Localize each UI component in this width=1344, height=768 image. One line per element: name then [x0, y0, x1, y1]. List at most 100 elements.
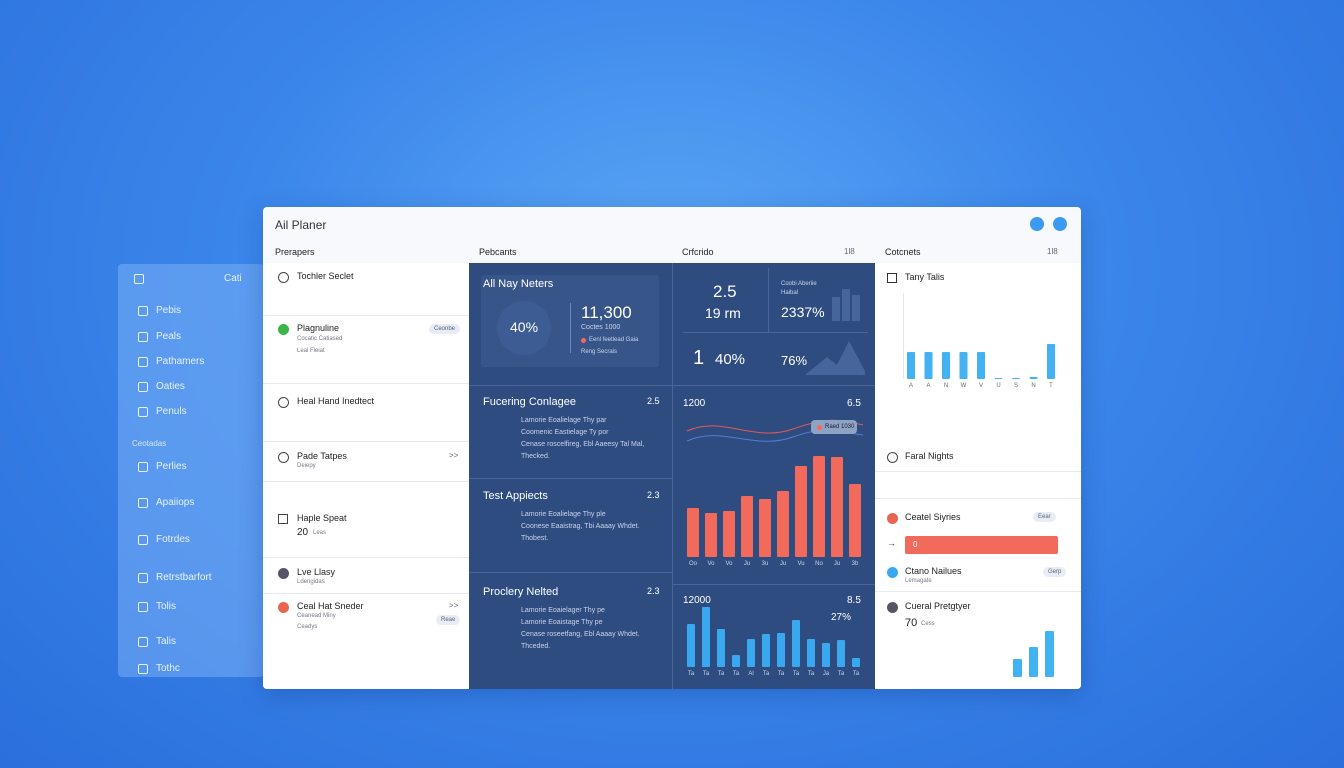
item-unit: Cess: [921, 621, 935, 627]
bar: [1012, 378, 1020, 379]
card-line: Lamorie Eoaielager Thy pe: [521, 607, 605, 614]
sidebar-item[interactable]: Apaiiops: [156, 497, 195, 508]
avatar: [887, 602, 898, 613]
bar-label: Ta: [688, 671, 695, 677]
bar: [762, 634, 770, 667]
item-title[interactable]: Cueral Pretgtyer: [905, 601, 971, 611]
item-title[interactable]: Faral Nights: [905, 451, 954, 461]
icon: [887, 567, 898, 578]
badge[interactable]: Gerp: [1043, 567, 1067, 577]
header-text[interactable]: Pebcants: [479, 247, 517, 257]
bar-label: V: [979, 383, 983, 389]
header-text[interactable]: Crfcrido: [682, 247, 714, 257]
bar-label: T: [1049, 383, 1053, 389]
sidebar-item[interactable]: Oaties: [156, 381, 185, 392]
card-title[interactable]: Test Appiects: [483, 490, 548, 502]
card-score: 2.5: [647, 396, 660, 406]
bar: [795, 466, 807, 557]
badge[interactable]: Ceonbe: [429, 324, 461, 334]
stat: 2.5: [713, 282, 737, 301]
sidebar-item[interactable]: Pathamers: [156, 356, 205, 367]
card-title[interactable]: Proclery Nelted: [483, 586, 559, 598]
ring: [497, 301, 551, 355]
bar: [959, 352, 968, 379]
icon: [278, 514, 288, 524]
item-title[interactable]: Pade Tatpes: [297, 451, 347, 461]
bar-label: W: [961, 383, 967, 389]
header-count[interactable]: 1l8: [1047, 247, 1058, 256]
window-title: Ail Planer: [275, 218, 327, 232]
sidebar-item[interactable]: Tolis: [156, 601, 177, 612]
chart-title: 12000: [683, 595, 711, 606]
bar-label: N: [944, 383, 948, 389]
icon: [138, 306, 148, 316]
bar: [822, 643, 830, 667]
card-line: Cenase roscelfireg, Ebl Aaeesy Tal Mal,: [521, 441, 645, 448]
item-title[interactable]: Ceatel Siyries: [905, 512, 961, 522]
sidebar-item[interactable]: Talis: [156, 636, 177, 647]
header-text[interactable]: Cotcnets: [885, 247, 921, 257]
item-title[interactable]: Ctano Nailues: [905, 566, 962, 576]
bar-label: Vu: [797, 561, 804, 567]
avatar: [278, 568, 289, 579]
stat-unit: 19 rm: [705, 305, 741, 321]
legend-pill[interactable]: Raed 1030: [811, 420, 857, 434]
item-title[interactable]: Tochler Seclet: [297, 271, 354, 281]
bar: [849, 484, 861, 557]
chart-title: Tany Talis: [905, 272, 945, 282]
icon: [138, 332, 148, 342]
bar: [1047, 344, 1055, 379]
column-header: Crfcrido 1l8: [672, 243, 875, 264]
sidebar-item[interactable]: Tothc: [156, 663, 180, 674]
bar-label: Ta: [838, 671, 845, 677]
window-button[interactable]: [1030, 217, 1044, 231]
item-title[interactable]: Haple Speat: [297, 513, 347, 523]
sidebar: Cati Pebis Peals Pathamers Oaties Penuls Ceot…: [118, 264, 264, 677]
sidebar-item[interactable]: Penuls: [156, 406, 187, 417]
bar-chart: Ta Ta Ta Ta Al Ta Ta Ta Ta Ja Ta Ta: [687, 607, 860, 677]
item-title[interactable]: Lve Llasy: [297, 567, 336, 577]
divider: [875, 591, 1081, 592]
progress-bar[interactable]: [905, 536, 1058, 554]
item-title[interactable]: Heal Hand Inedtect: [297, 396, 375, 406]
more[interactable]: >>: [449, 601, 459, 610]
card-line: Lamorie Eoaistage Thy pe: [521, 619, 603, 626]
window-button[interactable]: [1053, 217, 1067, 231]
sidebar-item[interactable]: Peals: [156, 331, 182, 342]
card-line: Thecked.: [521, 453, 550, 460]
bar: [924, 352, 933, 379]
badge[interactable]: Eear: [1033, 512, 1056, 522]
sidebar-header[interactable]: Cati: [224, 273, 242, 284]
icon: [887, 273, 897, 283]
item-title[interactable]: Plagnuline: [297, 323, 340, 333]
ring-label: 40%: [510, 319, 539, 335]
header-text[interactable]: Prerapers: [275, 247, 315, 257]
bar: [1029, 377, 1038, 379]
badge[interactable]: Reae: [436, 615, 461, 625]
column-header: Prerapers: [263, 243, 469, 264]
bar-label: Ta: [778, 671, 785, 677]
chart-pct: 27%: [831, 612, 852, 623]
sidebar-item[interactable]: Perlies: [156, 461, 187, 472]
card-score: 2.3: [647, 490, 660, 500]
bar-label: U: [996, 383, 1000, 389]
header-count[interactable]: 1l8: [844, 247, 855, 256]
sidebar-item[interactable]: Retrstbarfort: [156, 572, 212, 583]
bar: [723, 511, 735, 557]
bar: [732, 655, 740, 667]
progress-label: 0: [913, 540, 918, 549]
item-title[interactable]: Ceal Hat Sneder: [297, 601, 364, 611]
divider: [570, 303, 571, 353]
bar: [747, 639, 755, 667]
sidebar-item[interactable]: Fotrdes: [156, 534, 190, 545]
sidebar-item[interactable]: Pebis: [156, 305, 182, 316]
card-title[interactable]: Fucering Conlagee: [483, 396, 576, 408]
bar-label: No: [815, 561, 823, 567]
more[interactable]: >>: [449, 451, 459, 460]
item-line: Ldengidas: [297, 579, 325, 585]
bar: [687, 624, 695, 667]
bar-label: Vo: [707, 561, 715, 567]
stat: 40%: [715, 351, 746, 368]
icon: [887, 513, 898, 524]
